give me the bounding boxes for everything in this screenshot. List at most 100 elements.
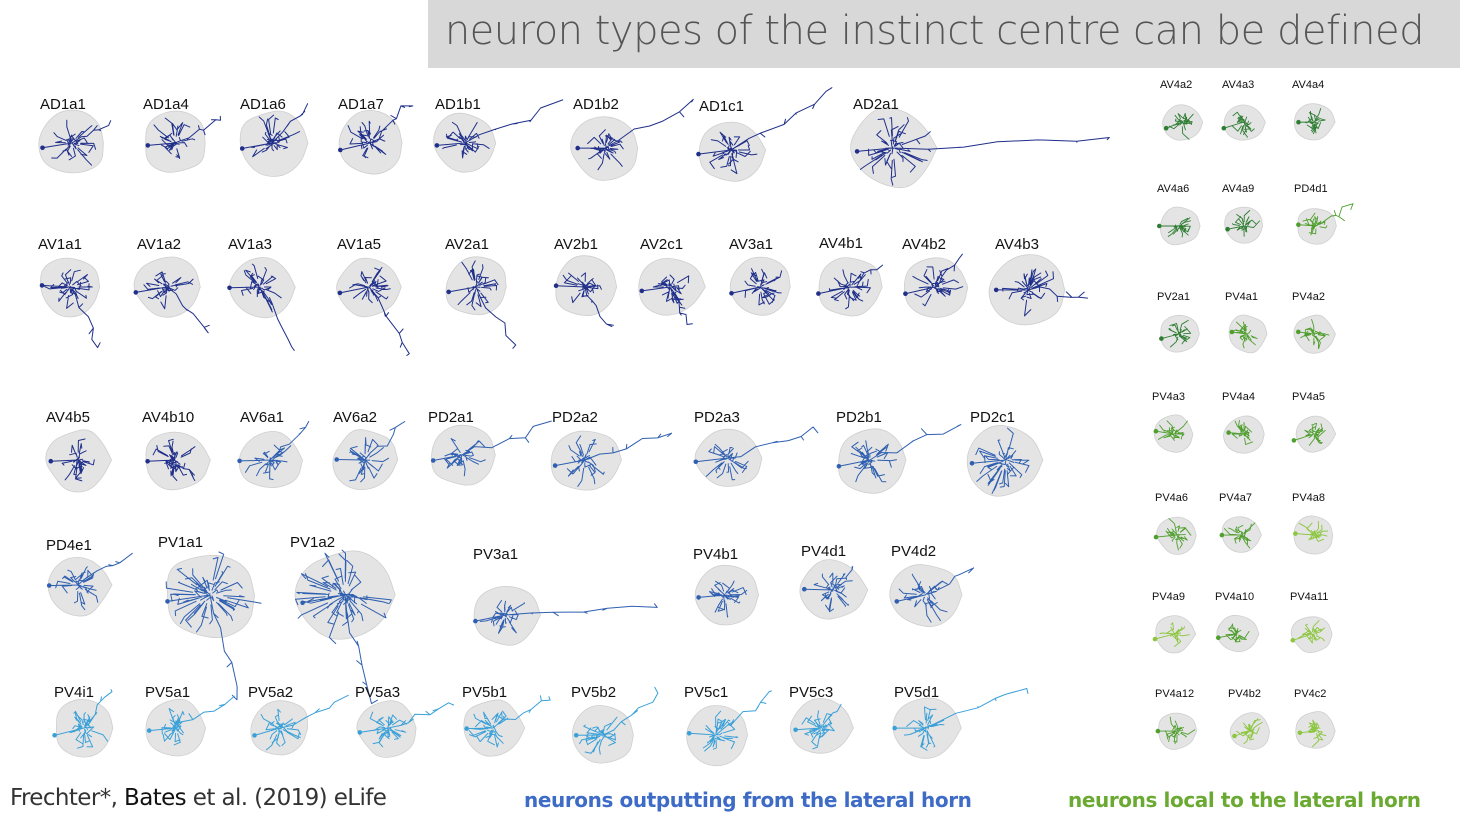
neuron-arbor <box>239 421 310 480</box>
neuron-soma <box>892 725 897 731</box>
output-neuron-pv5a1 <box>145 695 235 757</box>
neuron-arbor <box>359 702 454 748</box>
output-neuron-pv5d1 <box>892 688 1029 759</box>
neuron-type-label: PV4a8 <box>1292 492 1326 504</box>
neuron-type-label: AV2a1 <box>445 236 489 253</box>
neuron-type-label: PV5a3 <box>355 684 401 701</box>
neuron-soma <box>836 464 842 469</box>
neuron-type-label: PV5a2 <box>248 684 294 701</box>
neuron-soma <box>802 586 807 592</box>
neuron-type-label: PV2a1 <box>1157 291 1191 303</box>
output-neuron-ad1a4 <box>145 110 221 173</box>
output-neuron-av1a1 <box>39 257 101 349</box>
neuron-arbor <box>336 421 406 483</box>
neuron-arbor <box>695 426 819 481</box>
neuron-arbor <box>229 263 295 351</box>
neuron-type-label: AV4b3 <box>995 236 1039 253</box>
output-neuron-av1a3 <box>227 257 296 351</box>
output-neuron-av2c1 <box>638 257 706 325</box>
neuron-soma <box>1296 119 1301 125</box>
neuron-type-label: AV3a1 <box>729 236 773 253</box>
neuron-soma <box>552 463 558 468</box>
output-neuron-pv5b1 <box>463 695 551 757</box>
neuron-arbor <box>147 438 196 481</box>
neuron-arbor <box>54 689 113 749</box>
output-neuron-av2b1 <box>553 255 618 328</box>
neuron-soma <box>816 291 821 296</box>
neuron-type-label: PV1a2 <box>290 534 336 551</box>
neuron-soma <box>969 461 975 466</box>
slide-title: neuron types of the instinct centre can … <box>444 8 1425 54</box>
output-neuron-pd2a2 <box>550 430 673 491</box>
neuron-arbor <box>1154 622 1190 647</box>
neuron-type-label: AV4a6 <box>1157 183 1190 195</box>
neuron-arbor <box>838 424 962 483</box>
neuron-soma <box>793 727 798 733</box>
neuron-soma <box>338 147 343 153</box>
lateral-horn-outline <box>229 257 296 319</box>
neuron-soma <box>46 583 52 588</box>
local-neuron-av4a3 <box>1221 104 1266 141</box>
neuron-type-label: AV4b5 <box>46 409 90 426</box>
neuron-soma <box>1216 635 1221 640</box>
neuron-arbor <box>731 268 783 306</box>
neuron-soma <box>446 289 452 295</box>
lateral-horn-outline <box>966 425 1044 497</box>
lateral-horn-outline <box>799 559 869 620</box>
neuron-arbor <box>432 420 552 477</box>
neuron-arbor <box>1221 522 1256 549</box>
output-neuron-pv5a3 <box>356 700 454 758</box>
output-neuron-pd2a3 <box>693 426 819 487</box>
neuron-type-label: PD2a3 <box>694 409 740 426</box>
neuron-type-label: AV4b1 <box>819 235 863 252</box>
local-neuron-av4a6 <box>1157 206 1201 246</box>
local-neuron-pv4c2 <box>1295 711 1336 749</box>
neuron-type-label: AD1a7 <box>338 96 384 113</box>
lateral-horn-outline <box>889 564 963 628</box>
neuron-type-label: PD2a2 <box>552 409 598 426</box>
neuron-type-label: AV6a2 <box>333 409 377 426</box>
neuron-type-label: PD4d1 <box>1294 183 1328 195</box>
local-neuron-pv4a11 <box>1290 616 1333 653</box>
neuron-soma <box>464 726 470 731</box>
neuron-arbor <box>165 551 262 701</box>
output-neuron-pv4i1 <box>52 689 114 758</box>
legend-output-neurons: neurons outputting from the lateral horn <box>524 788 972 812</box>
neuron-arbor <box>1297 203 1354 236</box>
neuron-arbor <box>1227 210 1260 237</box>
neuron-type-label: PV4a4 <box>1222 391 1256 403</box>
neuron-type-label: AD1a6 <box>240 96 286 113</box>
neuron-type-label: AV4a4 <box>1292 79 1325 91</box>
neuron-type-label: PV5b2 <box>571 684 617 701</box>
neuron-soma <box>729 291 734 296</box>
output-neuron-av4b10 <box>145 431 211 491</box>
neuron-soma <box>145 459 150 464</box>
neuron-arbor <box>803 566 854 613</box>
neuron-soma <box>1152 636 1158 642</box>
neuron-arbor <box>904 253 964 307</box>
local-neuron-av4a2 <box>1162 104 1204 141</box>
neuron-soma <box>300 600 305 606</box>
neuron-type-label: PV4d1 <box>801 543 847 560</box>
lateral-horn-outline <box>1297 208 1337 245</box>
neuron-type-label: AD1c1 <box>699 98 745 115</box>
neuron-arbor <box>135 271 210 334</box>
output-neuron-av1a5 <box>336 257 410 356</box>
neuron-arbor <box>971 427 1030 494</box>
neuron-type-label: PV4a7 <box>1219 492 1253 504</box>
neuron-arbor <box>817 264 884 310</box>
neuron-soma <box>39 283 45 288</box>
neuron-soma <box>133 290 139 295</box>
neuron-soma <box>1297 730 1303 736</box>
local-neuron-pv4a7 <box>1219 516 1262 553</box>
neuron-type-label: PV4c2 <box>1294 688 1327 700</box>
neuron-soma <box>434 143 440 148</box>
neuron-soma <box>553 283 559 289</box>
local-neuron-pv4a9 <box>1152 615 1197 654</box>
local-neuron-av4a9 <box>1224 206 1264 244</box>
neuron-type-label: PV3a1 <box>473 546 519 563</box>
neuron-soma <box>1153 534 1159 540</box>
local-neuron-pv4a5 <box>1291 415 1337 453</box>
neuron-soma <box>48 458 54 464</box>
